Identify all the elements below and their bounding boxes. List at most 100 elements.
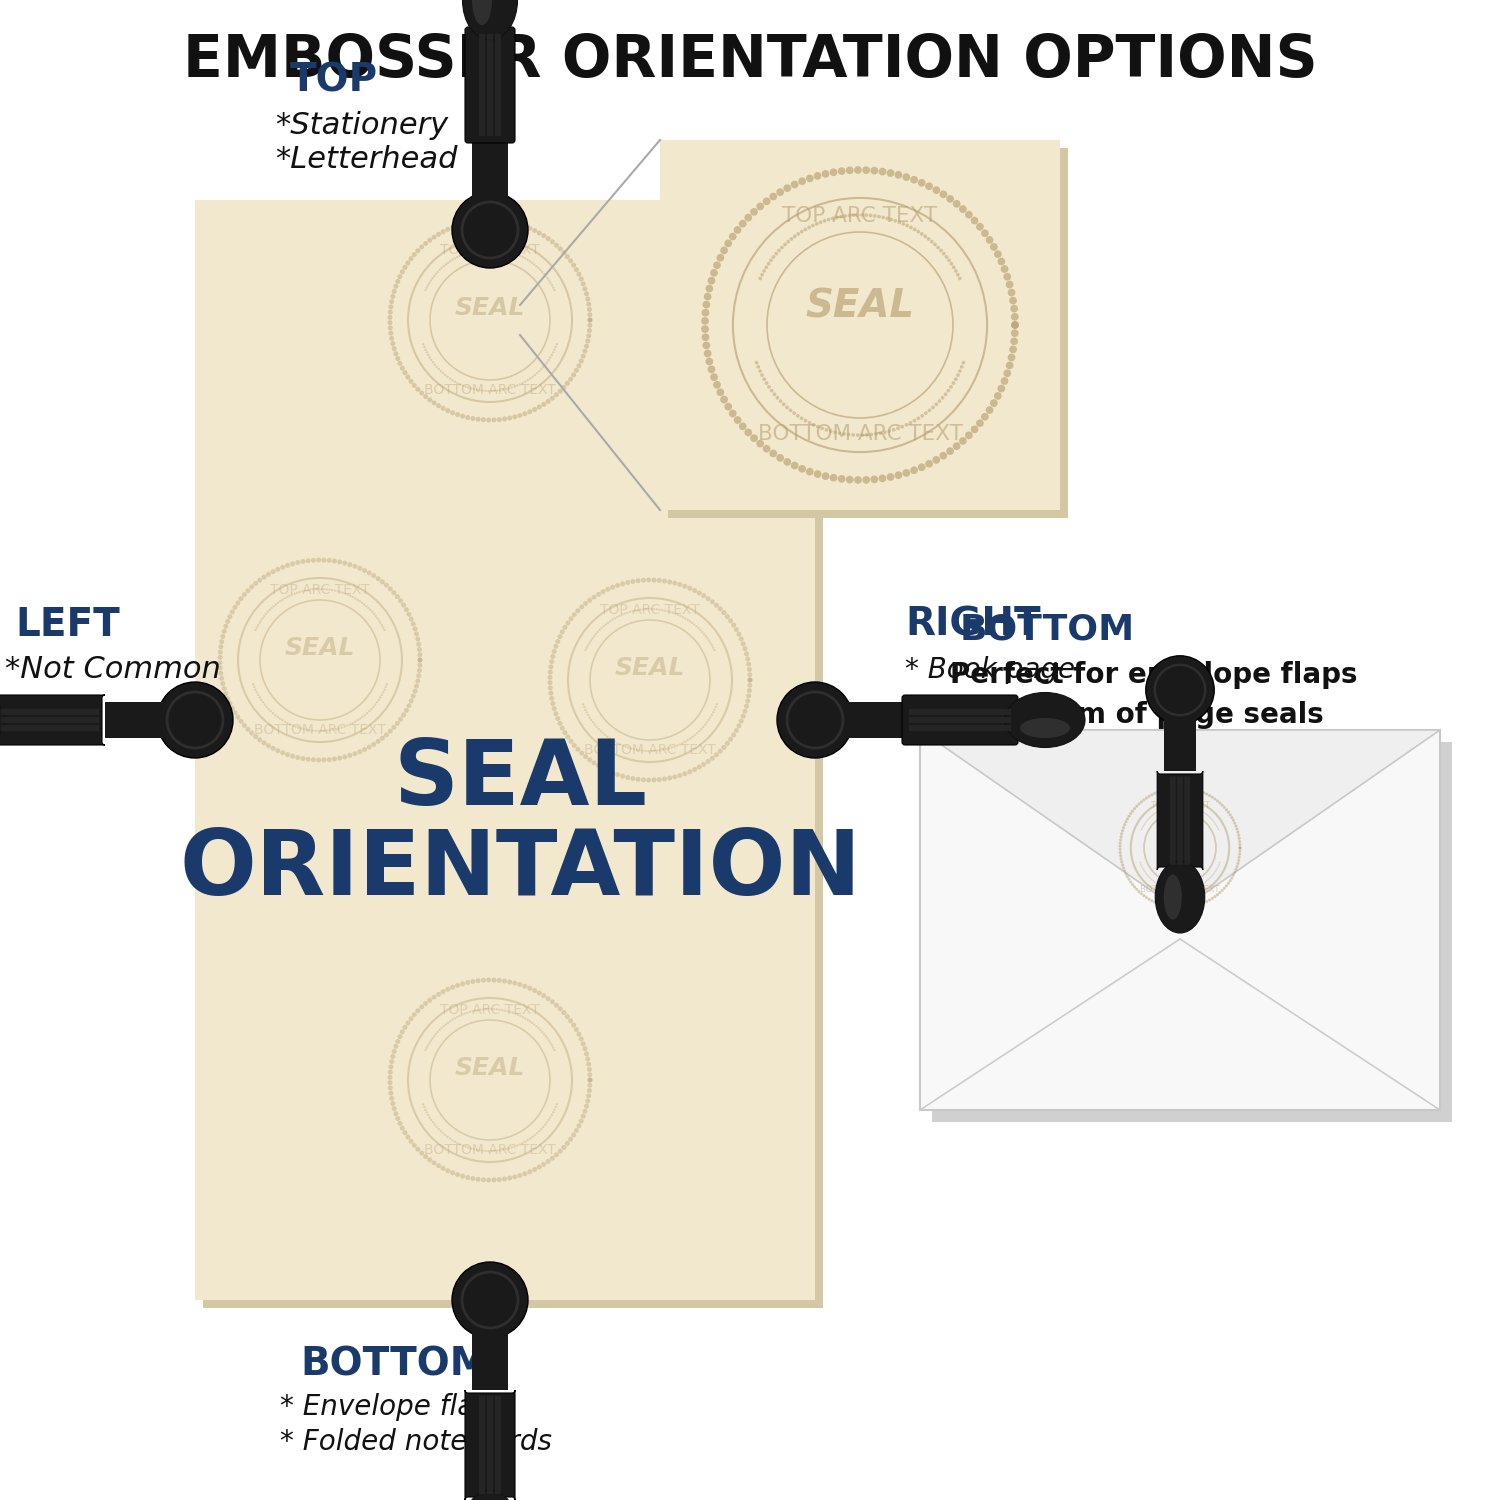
Circle shape bbox=[222, 686, 226, 692]
Circle shape bbox=[597, 630, 598, 633]
Circle shape bbox=[266, 705, 268, 708]
Circle shape bbox=[390, 1101, 396, 1106]
Circle shape bbox=[375, 576, 381, 580]
Circle shape bbox=[510, 1146, 513, 1149]
Circle shape bbox=[537, 1164, 542, 1170]
Circle shape bbox=[1122, 867, 1125, 870]
Circle shape bbox=[328, 729, 332, 732]
Circle shape bbox=[687, 770, 693, 774]
Circle shape bbox=[778, 399, 783, 404]
Circle shape bbox=[646, 777, 651, 783]
Circle shape bbox=[416, 248, 420, 254]
Circle shape bbox=[496, 417, 501, 422]
Circle shape bbox=[724, 240, 732, 248]
Circle shape bbox=[309, 729, 310, 732]
Text: TOP ARC TEXT: TOP ARC TEXT bbox=[440, 243, 540, 256]
Circle shape bbox=[436, 1162, 441, 1168]
Circle shape bbox=[482, 1008, 484, 1011]
Circle shape bbox=[322, 588, 326, 591]
Polygon shape bbox=[920, 730, 1440, 910]
Circle shape bbox=[460, 1014, 464, 1016]
Circle shape bbox=[821, 426, 824, 430]
Circle shape bbox=[447, 1022, 448, 1025]
Circle shape bbox=[777, 189, 784, 196]
Circle shape bbox=[408, 1016, 414, 1022]
Circle shape bbox=[368, 710, 370, 712]
Circle shape bbox=[427, 237, 432, 243]
Circle shape bbox=[402, 370, 408, 375]
Circle shape bbox=[800, 417, 804, 420]
Circle shape bbox=[804, 419, 807, 423]
Circle shape bbox=[558, 246, 562, 252]
Circle shape bbox=[416, 674, 422, 678]
Circle shape bbox=[1144, 796, 1148, 800]
Circle shape bbox=[357, 598, 358, 602]
Circle shape bbox=[503, 1149, 504, 1150]
Circle shape bbox=[478, 1149, 482, 1152]
Circle shape bbox=[444, 374, 447, 376]
Circle shape bbox=[413, 1143, 417, 1148]
Text: TOP ARC TEXT: TOP ARC TEXT bbox=[270, 584, 370, 597]
Circle shape bbox=[432, 362, 433, 363]
Circle shape bbox=[728, 618, 734, 624]
Circle shape bbox=[836, 216, 839, 219]
Circle shape bbox=[348, 562, 352, 567]
Circle shape bbox=[279, 600, 282, 603]
Circle shape bbox=[380, 579, 386, 585]
Circle shape bbox=[636, 748, 638, 752]
Circle shape bbox=[219, 639, 224, 644]
Circle shape bbox=[217, 656, 222, 660]
Circle shape bbox=[524, 381, 526, 382]
Circle shape bbox=[708, 276, 716, 285]
Circle shape bbox=[388, 298, 394, 304]
Circle shape bbox=[522, 411, 528, 416]
Circle shape bbox=[387, 1080, 393, 1084]
Circle shape bbox=[672, 580, 678, 585]
Circle shape bbox=[815, 222, 819, 225]
Circle shape bbox=[870, 476, 877, 483]
Circle shape bbox=[429, 357, 430, 358]
Circle shape bbox=[388, 1059, 394, 1064]
Circle shape bbox=[550, 700, 555, 706]
Circle shape bbox=[422, 1102, 424, 1106]
Circle shape bbox=[588, 1072, 592, 1077]
Circle shape bbox=[291, 594, 294, 596]
Circle shape bbox=[759, 276, 762, 280]
Circle shape bbox=[506, 388, 507, 390]
Circle shape bbox=[730, 732, 736, 738]
Text: RIGHT: RIGHT bbox=[904, 606, 1041, 644]
Circle shape bbox=[552, 286, 555, 288]
Circle shape bbox=[482, 978, 486, 982]
Circle shape bbox=[789, 408, 792, 413]
Circle shape bbox=[290, 753, 296, 759]
Circle shape bbox=[1154, 900, 1156, 903]
Circle shape bbox=[747, 682, 753, 688]
Circle shape bbox=[1119, 847, 1122, 850]
Circle shape bbox=[699, 628, 702, 632]
Circle shape bbox=[470, 1148, 472, 1149]
Text: BOTTOM ARC TEXT: BOTTOM ARC TEXT bbox=[424, 382, 556, 398]
Circle shape bbox=[538, 1029, 542, 1030]
Circle shape bbox=[777, 249, 782, 252]
Circle shape bbox=[692, 735, 693, 738]
Circle shape bbox=[772, 393, 777, 396]
Circle shape bbox=[274, 714, 276, 717]
Circle shape bbox=[1203, 902, 1206, 904]
Circle shape bbox=[264, 704, 266, 706]
FancyBboxPatch shape bbox=[920, 730, 1440, 1110]
Circle shape bbox=[747, 688, 752, 693]
Circle shape bbox=[433, 274, 435, 278]
Circle shape bbox=[646, 578, 651, 582]
Circle shape bbox=[549, 658, 554, 664]
Circle shape bbox=[1228, 879, 1232, 882]
Circle shape bbox=[1126, 874, 1130, 878]
Circle shape bbox=[762, 268, 766, 273]
Circle shape bbox=[734, 728, 740, 734]
FancyBboxPatch shape bbox=[478, 1395, 484, 1496]
Circle shape bbox=[300, 560, 306, 564]
Circle shape bbox=[892, 427, 896, 432]
Circle shape bbox=[471, 219, 476, 224]
Circle shape bbox=[279, 717, 280, 720]
Circle shape bbox=[632, 610, 633, 612]
Circle shape bbox=[459, 1014, 460, 1017]
